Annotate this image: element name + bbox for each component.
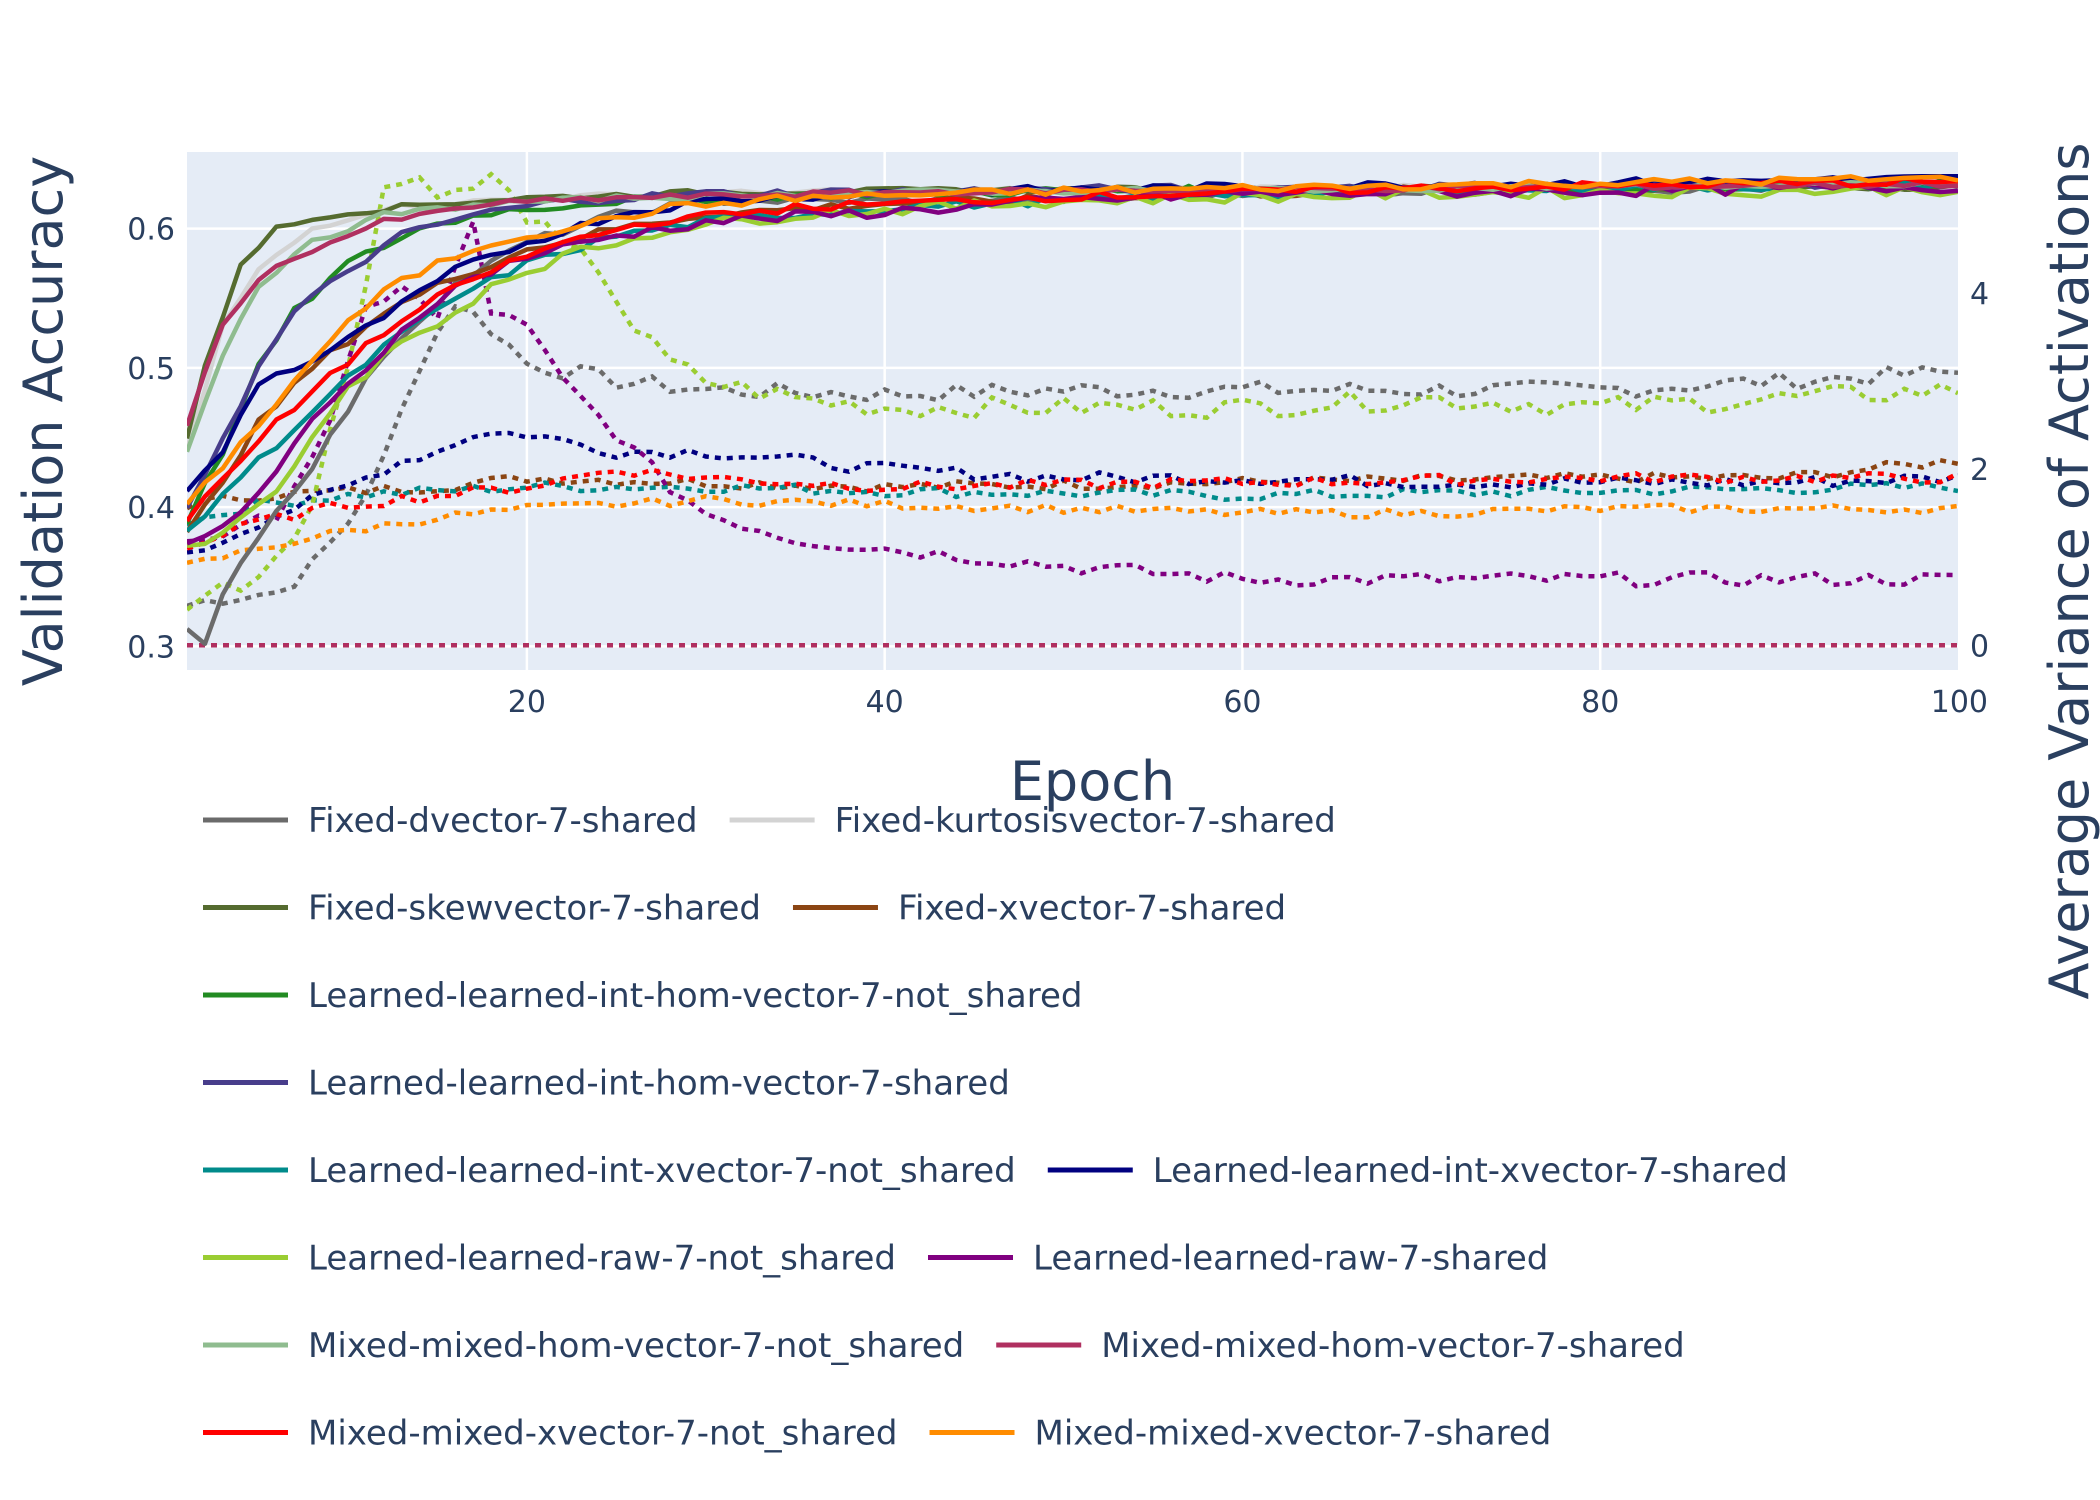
- legend-item[interactable]: Mixed-mixed-xvector-7-shared: [929, 1414, 1552, 1454]
- legend-label: Fixed-dvector-7-shared: [308, 801, 698, 841]
- legend-label: Learned-learned-raw-7-not_shared: [308, 1239, 896, 1279]
- y2-axis-title: Average Variance of Activations: [2038, 142, 2100, 999]
- legend-item[interactable]: Fixed-kurtosisvector-7-shared: [729, 801, 1336, 841]
- legend-item[interactable]: Learned-learned-int-xvector-7-not_shared: [203, 1151, 1016, 1191]
- x-axis-title: Epoch: [1010, 750, 1175, 813]
- legend-label: Mixed-mixed-hom-vector-7-not_shared: [308, 1326, 964, 1366]
- y-axis-title: Validation Accuracy: [12, 156, 75, 686]
- legend-item[interactable]: Fixed-xvector-7-shared: [792, 889, 1286, 929]
- legend-item[interactable]: Learned-learned-int-hom-vector-7-shared: [203, 1064, 1010, 1104]
- legend: Fixed-dvector-7-shared Fixed-kurtosisvect…: [203, 801, 1788, 1454]
- legend-item[interactable]: Fixed-dvector-7-shared: [203, 801, 698, 841]
- legend-label: Learned-learned-raw-7-shared: [1033, 1239, 1548, 1279]
- legend-label: Learned-learned-int-hom-vector-7-not_sha…: [308, 976, 1082, 1016]
- y2-tick-label: 2: [1970, 453, 1989, 488]
- variance-line: [187, 457, 1958, 511]
- legend-item[interactable]: Learned-learned-int-xvector-7-shared: [1047, 1151, 1788, 1191]
- x-tick-label: 20: [508, 685, 546, 720]
- legend-item[interactable]: Mixed-mixed-hom-vector-7-not_shared: [203, 1326, 964, 1366]
- legend-label: Learned-learned-int-xvector-7-not_shared: [308, 1151, 1016, 1191]
- legend-item[interactable]: Mixed-mixed-xvector-7-not_shared: [203, 1414, 898, 1454]
- y2-tick-label: 0: [1970, 629, 1989, 664]
- legend-label: Fixed-xvector-7-shared: [898, 889, 1286, 929]
- legend-label: Mixed-mixed-xvector-7-not_shared: [308, 1414, 898, 1454]
- y-tick-label: 0.6: [127, 213, 175, 248]
- x-tick-label: 100: [1931, 685, 1988, 720]
- y-tick-label: 0.5: [127, 352, 175, 387]
- y2-tick-label: 4: [1970, 277, 1989, 312]
- axis-ticks: 20 40 60 80 100 0.3 0.4 0.5 0.6 0 2 4: [127, 213, 1989, 720]
- variance-line: [187, 480, 1958, 528]
- y-tick-label: 0.4: [127, 491, 175, 526]
- x-tick-label: 40: [866, 685, 904, 720]
- plot-background: [187, 152, 1958, 670]
- legend-label: Learned-learned-int-xvector-7-shared: [1153, 1151, 1788, 1191]
- series-lines: [187, 171, 1958, 648]
- variance-line: [187, 171, 1958, 612]
- legend-label: Mixed-mixed-hom-vector-7-shared: [1101, 1326, 1685, 1366]
- variance-line: [187, 303, 1958, 609]
- legend-item[interactable]: Learned-learned-raw-7-shared: [928, 1239, 1548, 1279]
- variance-line: [187, 493, 1958, 565]
- legend-label: Fixed-kurtosisvector-7-shared: [835, 801, 1336, 841]
- legend-label: Mixed-mixed-xvector-7-shared: [1035, 1414, 1552, 1454]
- legend-item[interactable]: Mixed-mixed-hom-vector-7-shared: [996, 1326, 1685, 1366]
- grid: [187, 152, 1958, 670]
- variance-line: [187, 467, 1958, 551]
- x-tick-label: 80: [1581, 685, 1619, 720]
- y-tick-label: 0.3: [127, 630, 175, 665]
- legend-label: Learned-learned-int-hom-vector-7-shared: [308, 1064, 1010, 1104]
- accuracy-line: [187, 175, 1958, 523]
- legend-item[interactable]: Learned-learned-int-hom-vector-7-not_sha…: [203, 976, 1082, 1016]
- accuracy-line: [187, 174, 1958, 506]
- legend-item[interactable]: Fixed-skewvector-7-shared: [203, 889, 761, 929]
- legend-label: Fixed-skewvector-7-shared: [308, 889, 761, 929]
- x-tick-label: 60: [1223, 685, 1261, 720]
- legend-item[interactable]: Learned-learned-raw-7-not_shared: [203, 1239, 896, 1279]
